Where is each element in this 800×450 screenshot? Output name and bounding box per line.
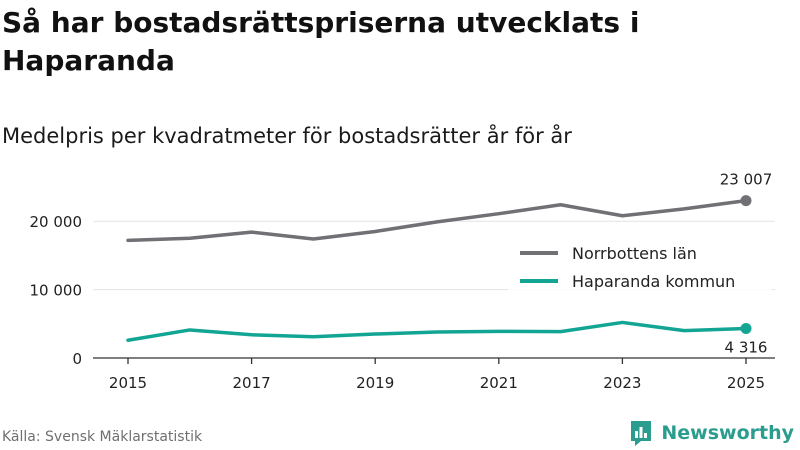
legend: Norrbottens län Haparanda kommun — [508, 238, 772, 296]
legend-label: Norrbottens län — [572, 244, 697, 263]
series-lines: 23 007 4 316 — [126, 171, 773, 356]
x-tick-label: 2017 — [233, 374, 271, 392]
legend-background — [508, 238, 772, 296]
series-line-haparanda — [126, 320, 748, 342]
series-end-point — [740, 195, 752, 207]
x-tick-label: 2021 — [480, 374, 518, 392]
source-note: Källa: Svensk Mäklarstatistik — [2, 429, 203, 445]
axes: 0 10 000 20 000 2015 2017 2019 2021 2023 2025 — [30, 213, 775, 392]
series-end-label: 23 007 — [720, 171, 773, 189]
x-tick-label: 2023 — [603, 374, 641, 392]
x-tick-label: 2019 — [356, 374, 394, 392]
series-line-norrbotten — [126, 198, 748, 243]
brand-name: Newsworthy — [661, 422, 794, 444]
y-tick-label: 10 000 — [30, 282, 83, 300]
x-tick-label: 2025 — [727, 374, 765, 392]
y-tick-label: 0 — [72, 350, 82, 368]
brand-logo: Newsworthy — [629, 418, 794, 448]
series-end-point — [740, 322, 752, 334]
chart-subtitle: Medelpris per kvadratmeter för bostadsrä… — [2, 124, 572, 148]
x-tick-label: 2015 — [109, 374, 147, 392]
series-end-label: 4 316 — [725, 338, 768, 356]
legend-label: Haparanda kommun — [572, 272, 735, 291]
y-tick-label: 20 000 — [30, 213, 83, 231]
bar-chart-bubble-icon — [631, 421, 652, 446]
chart-title: Så har bostadsrättspriserna utvecklats i… — [2, 6, 640, 77]
